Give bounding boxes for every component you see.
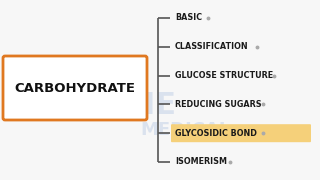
Text: GLYCOSIDIC BOND: GLYCOSIDIC BOND <box>175 129 257 138</box>
Text: REDUCING SUGARS: REDUCING SUGARS <box>175 100 262 109</box>
Text: CLASSIFICATION: CLASSIFICATION <box>175 42 249 51</box>
Text: CARBOHYDRATE: CARBOHYDRATE <box>14 82 135 94</box>
Text: MEDICAL: MEDICAL <box>140 121 230 139</box>
FancyBboxPatch shape <box>171 124 311 142</box>
Text: ISOMERISM: ISOMERISM <box>175 158 227 166</box>
Text: GLUCOSE STRUCTURE: GLUCOSE STRUCTURE <box>175 71 273 80</box>
Text: BASIC: BASIC <box>175 14 202 22</box>
Text: ONE: ONE <box>104 91 176 120</box>
FancyBboxPatch shape <box>3 56 147 120</box>
